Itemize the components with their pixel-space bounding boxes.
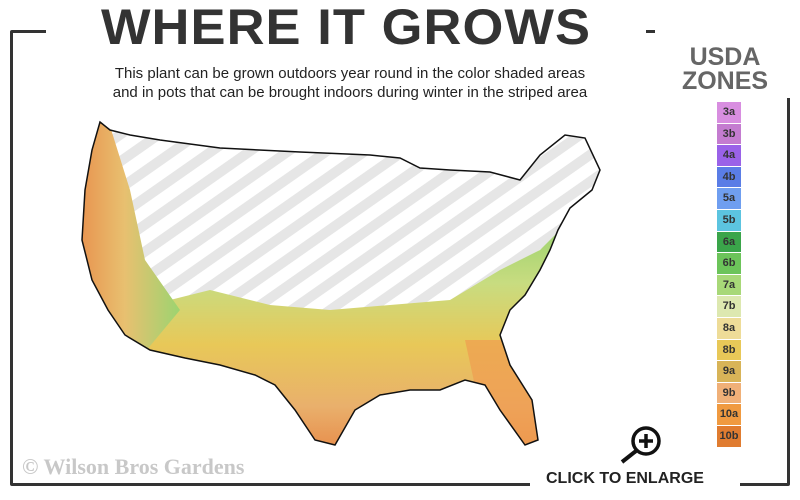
legend-zone-5a: 5a — [717, 188, 741, 209]
subtitle: This plant can be grown outdoors year ro… — [30, 64, 670, 102]
legend-title-line-1: USDA — [689, 43, 761, 71]
legend-zone-7a: 7a — [717, 274, 741, 296]
legend-zone-3a: 3a — [717, 102, 741, 123]
map-fill — [82, 122, 600, 445]
legend-zone-10a: 10a — [717, 404, 741, 425]
legend-zone-9a: 9a — [717, 361, 741, 382]
legend-zone-4b: 4b — [717, 166, 741, 188]
zone-legend: 3a 3b 4a 4b 5a 5b 6a 6b 7a 7b 8a 8b 9a 9b 10a 10b — [717, 102, 741, 448]
subtitle-line-1: This plant can be grown outdoors year ro… — [114, 65, 586, 82]
legend-zone-3b: 3b — [717, 123, 741, 145]
copyright-watermark: © Wilson Bros Gardens — [22, 454, 245, 479]
legend-zone-6b: 6b — [717, 253, 741, 274]
legend-zone-9b: 9b — [717, 382, 741, 404]
legend-zone-4a: 4a — [717, 145, 741, 166]
click-to-enlarge-button[interactable]: CLICK TO ENLARGE — [546, 470, 704, 487]
legend-zone-7b: 7b — [717, 296, 741, 317]
legend-title: USDA ZONES — [665, 43, 785, 95]
us-zone-map[interactable] — [70, 110, 630, 455]
enlarge-gap — [530, 470, 740, 490]
legend-gap — [655, 28, 795, 98]
legend-zone-8a: 8a — [717, 317, 741, 339]
title-gap — [46, 0, 646, 40]
legend-title-line-2: ZONES — [681, 67, 769, 95]
zoom-in-icon[interactable] — [618, 424, 664, 464]
legend-zone-5b: 5b — [717, 209, 741, 231]
florida-zone-region — [465, 340, 540, 445]
legend-zone-8b: 8b — [717, 339, 741, 361]
legend-zone-6a: 6a — [717, 231, 741, 253]
subtitle-line-2: and in pots that can be brought indoors … — [112, 84, 588, 101]
legend-zone-10b: 10b — [717, 425, 741, 447]
page-title: WHERE IT GROWS — [100, 0, 592, 55]
